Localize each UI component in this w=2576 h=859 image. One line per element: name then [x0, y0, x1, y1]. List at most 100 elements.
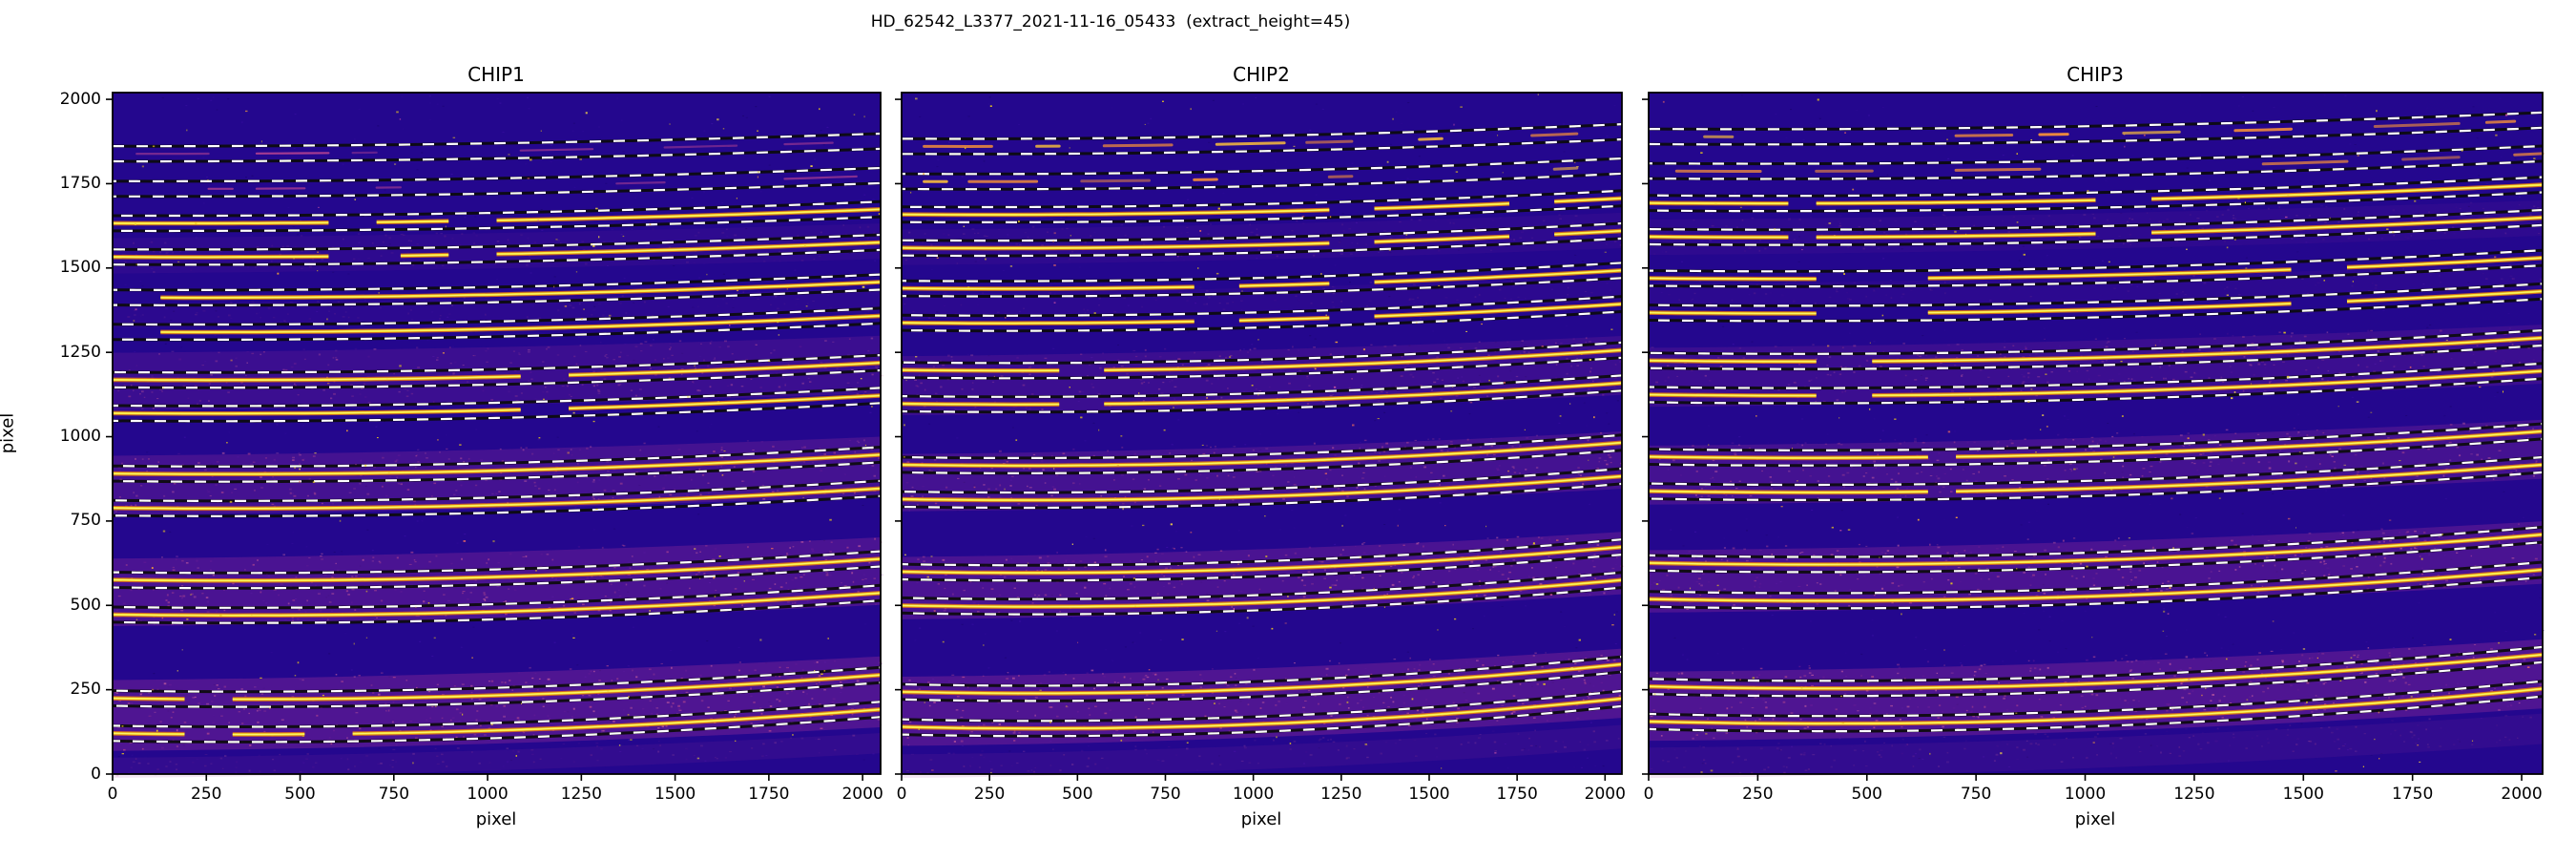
- hot-pixel: [592, 245, 595, 247]
- extraction-window-dashes: [112, 248, 882, 266]
- hot-pixel: [386, 378, 388, 381]
- hot-pixel: [1237, 563, 1239, 565]
- hot-pixel: [2250, 383, 2253, 385]
- hot-pixel: [1454, 618, 1457, 620]
- extraction-window-dashes: [901, 482, 1623, 510]
- hot-pixel: [1144, 123, 1146, 125]
- x-tick-label: 750: [1960, 785, 1992, 804]
- hot-pixel: [2027, 401, 2030, 403]
- hot-pixel: [717, 401, 719, 403]
- y-tick-label: 0: [91, 764, 101, 784]
- hot-pixel: [973, 486, 976, 489]
- x-tick-label: 250: [973, 785, 1006, 804]
- hot-pixel: [2302, 648, 2306, 650]
- order-trace-faint: [1418, 136, 1444, 141]
- x-tick-label: 1500: [2282, 785, 2324, 804]
- hot-pixel: [1241, 290, 1243, 292]
- extraction-window-dashes: [112, 701, 882, 728]
- extraction-window-dashes: [1648, 283, 2544, 307]
- extraction-window-dashes: [901, 389, 1623, 413]
- hot-pixel: [2494, 256, 2497, 259]
- hot-pixel: [2023, 253, 2025, 256]
- hot-pixel: [1488, 379, 1490, 382]
- extraction-window-dashes: [113, 166, 882, 183]
- extraction-window-dashes: [112, 494, 882, 517]
- hot-pixel: [538, 437, 541, 439]
- hot-pixel: [2015, 712, 2018, 714]
- hot-pixel: [1452, 386, 1454, 388]
- hot-pixel: [2470, 555, 2472, 557]
- extraction-window-dashes: [112, 387, 882, 408]
- hot-pixel: [1098, 429, 1100, 431]
- hot-pixel: [1233, 608, 1235, 610]
- hot-pixel: [135, 223, 136, 225]
- order-trace-faint: [2513, 152, 2545, 157]
- hot-pixel: [2112, 456, 2115, 458]
- hot-pixel: [1739, 679, 1741, 681]
- hot-pixel: [930, 555, 933, 557]
- hot-pixel: [1302, 209, 1305, 211]
- hot-pixel: [1689, 587, 1692, 590]
- hot-pixel: [377, 437, 379, 439]
- hot-pixel: [1039, 689, 1042, 691]
- extraction-window-line: [901, 189, 1623, 209]
- hot-pixel: [1229, 356, 1232, 358]
- hot-pixel: [1325, 314, 1327, 317]
- extraction-window-dashes: [112, 402, 882, 423]
- hot-pixel: [786, 288, 788, 290]
- hot-pixel: [757, 171, 760, 173]
- hot-pixel: [592, 420, 595, 423]
- hot-pixel: [1173, 407, 1174, 409]
- order-trace-faint: [1215, 141, 1286, 146]
- hot-pixel: [2399, 460, 2401, 462]
- hot-pixel: [931, 769, 934, 771]
- hot-pixel: [1943, 649, 1945, 651]
- hot-pixel: [535, 570, 537, 572]
- hot-pixel: [990, 771, 992, 774]
- y-tick-label: 250: [70, 680, 101, 700]
- hot-pixel: [567, 451, 570, 454]
- hot-pixel: [1251, 385, 1254, 387]
- hot-pixel: [2150, 448, 2152, 450]
- hot-pixel: [2201, 694, 2203, 697]
- scattered-light-band: [902, 724, 1622, 778]
- extraction-window-dashes: [112, 599, 882, 624]
- hot-pixel: [2016, 221, 2019, 223]
- hot-pixel: [1329, 586, 1332, 589]
- hot-pixel: [133, 320, 135, 322]
- hot-pixel: [1257, 393, 1259, 396]
- hot-pixel: [515, 755, 517, 757]
- hot-pixel: [2323, 280, 2325, 282]
- hot-pixel: [1018, 220, 1020, 222]
- hot-pixel: [135, 308, 137, 311]
- order-trace-faint: [2401, 156, 2461, 161]
- hot-pixel: [1364, 744, 1367, 745]
- hot-pixel: [1293, 145, 1296, 147]
- hot-pixel: [1329, 216, 1332, 219]
- hot-pixel: [936, 257, 939, 259]
- hot-pixel: [1453, 123, 1455, 126]
- hot-pixel: [926, 576, 929, 578]
- hot-pixel: [2295, 462, 2297, 465]
- hot-pixel: [1465, 330, 1467, 332]
- hot-pixel: [595, 508, 598, 510]
- hot-pixel: [983, 644, 985, 646]
- hot-pixel: [1716, 584, 1719, 587]
- hot-pixel: [694, 548, 696, 550]
- hot-pixel: [151, 567, 154, 569]
- extraction-window-dashes: [1648, 298, 2544, 323]
- figure-suptitle: HD_62542_L3377_2021-11-16_05433 (extract…: [870, 12, 1351, 31]
- hot-pixel: [177, 670, 178, 672]
- hot-pixel: [1662, 100, 1665, 103]
- extraction-window-dashes: [112, 479, 882, 502]
- extraction-window-dashes: [112, 716, 882, 744]
- scattered-light-band: [1649, 262, 2543, 309]
- hot-pixel: [1460, 106, 1463, 108]
- hot-pixel: [2110, 489, 2113, 491]
- hot-pixel: [1894, 418, 1897, 420]
- hot-pixel: [437, 439, 439, 441]
- x-tick-label: 750: [378, 785, 410, 804]
- y-tick-label: 1250: [59, 342, 101, 362]
- hot-pixel: [2388, 519, 2392, 521]
- hot-pixel: [2471, 740, 2474, 742]
